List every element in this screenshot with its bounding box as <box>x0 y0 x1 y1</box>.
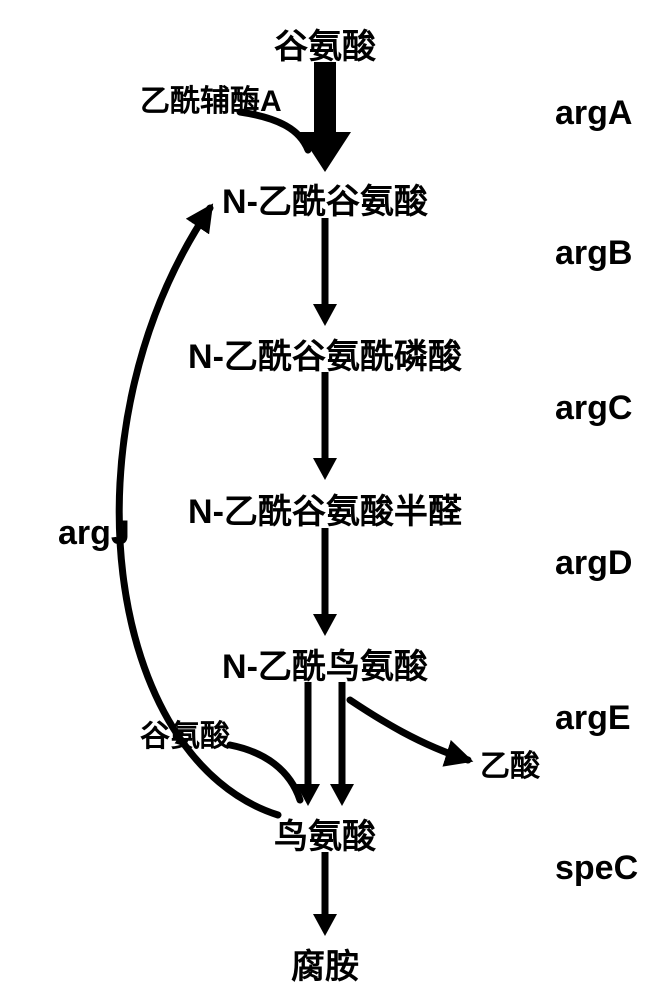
gene-label-speC: speC <box>555 849 638 888</box>
metabolite-putrescine: 腐胺 <box>291 939 359 988</box>
gene-label-argD: argD <box>555 544 632 583</box>
gene-label-argC: argC <box>555 389 632 428</box>
gene-label-argA: argA <box>555 94 632 133</box>
gene-label-argE: argE <box>555 699 631 738</box>
gene-label-argJ: argJ <box>58 514 130 553</box>
gene-label-argB: argB <box>555 234 632 273</box>
metabolite-n_acetyl_glu_p: N-乙酰谷氨酰磷酸 <box>188 329 462 378</box>
metabolite-n_acetyl_glu_sa: N-乙酰谷氨酸半醛 <box>188 484 462 533</box>
metabolite-glutamate_side: 谷氨酸 <box>140 711 230 755</box>
metabolite-ornithine: 鸟氨酸 <box>274 809 376 858</box>
metabolite-n_acetyl_orn: N-乙酰鸟氨酸 <box>222 639 428 688</box>
metabolite-acetate: 乙酸 <box>480 741 540 785</box>
metabolite-glutamate_top: 谷氨酸 <box>274 19 376 68</box>
pathway-diagram: 谷氨酸乙酰辅酶AN-乙酰谷氨酸N-乙酰谷氨酰磷酸N-乙酰谷氨酸半醛N-乙酰鸟氨酸… <box>0 0 649 1000</box>
metabolite-n_acetyl_glu: N-乙酰谷氨酸 <box>222 174 428 223</box>
metabolite-acetyl_coa: 乙酰辅酶A <box>140 76 282 120</box>
